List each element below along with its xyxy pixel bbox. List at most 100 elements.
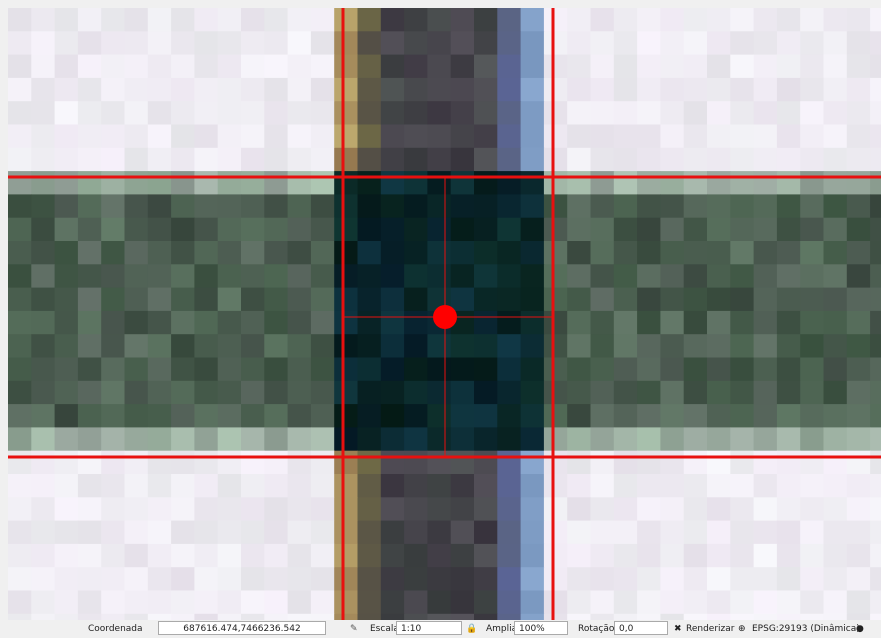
raster-cell: [707, 147, 731, 172]
raster-cell: [590, 54, 615, 79]
raster-cell: [380, 427, 405, 452]
raster-cell: [264, 194, 289, 219]
raster-cell: [31, 77, 56, 102]
raster-cell: [101, 171, 125, 195]
raster-cell: [543, 124, 568, 149]
raster-cell: [870, 380, 881, 405]
magnifier-field[interactable]: 100%: [514, 621, 568, 635]
raster-cell: [147, 8, 172, 32]
raster-cell: [310, 567, 335, 591]
raster-cell: [730, 171, 755, 195]
raster-cell: [567, 31, 591, 56]
raster-cell: [520, 520, 545, 545]
raster-cell: [823, 310, 848, 335]
raster-cell: [660, 287, 685, 312]
raster-cell: [380, 101, 405, 125]
raster-cell: [357, 613, 382, 620]
raster-cell: [8, 334, 32, 358]
raster-cell: [823, 8, 848, 32]
render-checkbox[interactable]: ✖: [674, 624, 682, 634]
raster-cell: [753, 31, 778, 56]
raster-cell: [590, 217, 615, 242]
raster-cell: [543, 450, 568, 475]
raster-cell: [823, 613, 848, 620]
messages-icon[interactable]: ●: [856, 624, 864, 634]
raster-cell: [823, 590, 848, 615]
raster-cell: [637, 310, 661, 335]
raster-cell: [31, 590, 56, 615]
raster-cell: [543, 217, 568, 242]
lock-icon[interactable]: ✎: [350, 624, 358, 634]
raster-cell: [171, 171, 195, 195]
raster-cell: [660, 194, 685, 219]
raster-cell: [194, 194, 219, 219]
raster-cell: [730, 497, 755, 522]
raster-cell: [707, 474, 731, 498]
raster-cell: [77, 380, 102, 405]
raster-cell: [870, 77, 881, 102]
raster-cell: [590, 241, 615, 265]
raster-cell: [241, 474, 265, 498]
raster-cell: [427, 474, 452, 498]
lock-icon[interactable]: 🔒: [466, 624, 478, 634]
raster-cell: [567, 101, 591, 125]
raster-cell: [101, 450, 125, 475]
raster-cell: [870, 427, 881, 452]
raster-cell: [753, 241, 778, 265]
raster-cell: [8, 567, 32, 591]
raster-cell: [31, 8, 56, 32]
raster-cell: [287, 194, 312, 219]
raster-cell: [520, 474, 545, 498]
raster-cell: [147, 217, 172, 242]
raster-cell: [310, 8, 335, 32]
raster-cell: [520, 8, 545, 32]
scale-field[interactable]: 1:10: [396, 621, 462, 635]
raster-cell: [8, 241, 32, 265]
map-canvas[interactable]: [0, 0, 881, 620]
crs-icon[interactable]: ⊕: [738, 624, 746, 634]
raster-cell: [147, 590, 172, 615]
raster-cell: [217, 543, 242, 568]
raster-cell: [543, 54, 568, 79]
render-label[interactable]: Renderizar: [686, 624, 735, 634]
raster-cell: [543, 613, 568, 620]
raster-cell: [520, 264, 545, 289]
raster-cell: [31, 124, 56, 149]
raster-cell: [613, 474, 638, 498]
raster-cell: [520, 101, 545, 125]
raster-cell: [567, 380, 591, 405]
raster-cell: [683, 8, 708, 32]
raster-cell: [357, 543, 382, 568]
raster-cell: [823, 217, 848, 242]
raster-cell: [380, 310, 405, 335]
status-bar: Coordenada 687616.474,7466236.542 ✎ Esca…: [0, 620, 881, 638]
raster-cell: [404, 241, 428, 265]
raster-cell: [613, 543, 638, 568]
raster-cell: [590, 590, 615, 615]
raster-cell: [124, 334, 149, 358]
raster-cell: [660, 613, 685, 620]
coordinate-field[interactable]: 687616.474,7466236.542: [158, 621, 326, 635]
raster-cell: [334, 31, 358, 56]
raster-cell: [77, 310, 102, 335]
raster-cell: [31, 497, 56, 522]
raster-cell: [194, 77, 219, 102]
raster-cell: [31, 450, 56, 475]
raster-cell: [450, 194, 475, 219]
raster-cell: [357, 450, 382, 475]
raster-cell: [776, 101, 801, 125]
raster-cell: [334, 380, 358, 405]
raster-cell: [54, 334, 79, 358]
rotation-field[interactable]: 0,0: [614, 621, 668, 635]
raster-cell: [823, 520, 848, 545]
raster-cell: [171, 590, 195, 615]
crs-label[interactable]: EPSG:29193 (Dinâmica): [752, 624, 860, 634]
raster-cell: [334, 520, 358, 545]
raster-cell: [241, 264, 265, 289]
raster-cell: [660, 241, 685, 265]
raster-cell: [450, 590, 475, 615]
raster-cell: [846, 147, 871, 172]
raster-cell: [613, 380, 638, 405]
raster-cell: [357, 590, 382, 615]
raster-cell: [357, 264, 382, 289]
